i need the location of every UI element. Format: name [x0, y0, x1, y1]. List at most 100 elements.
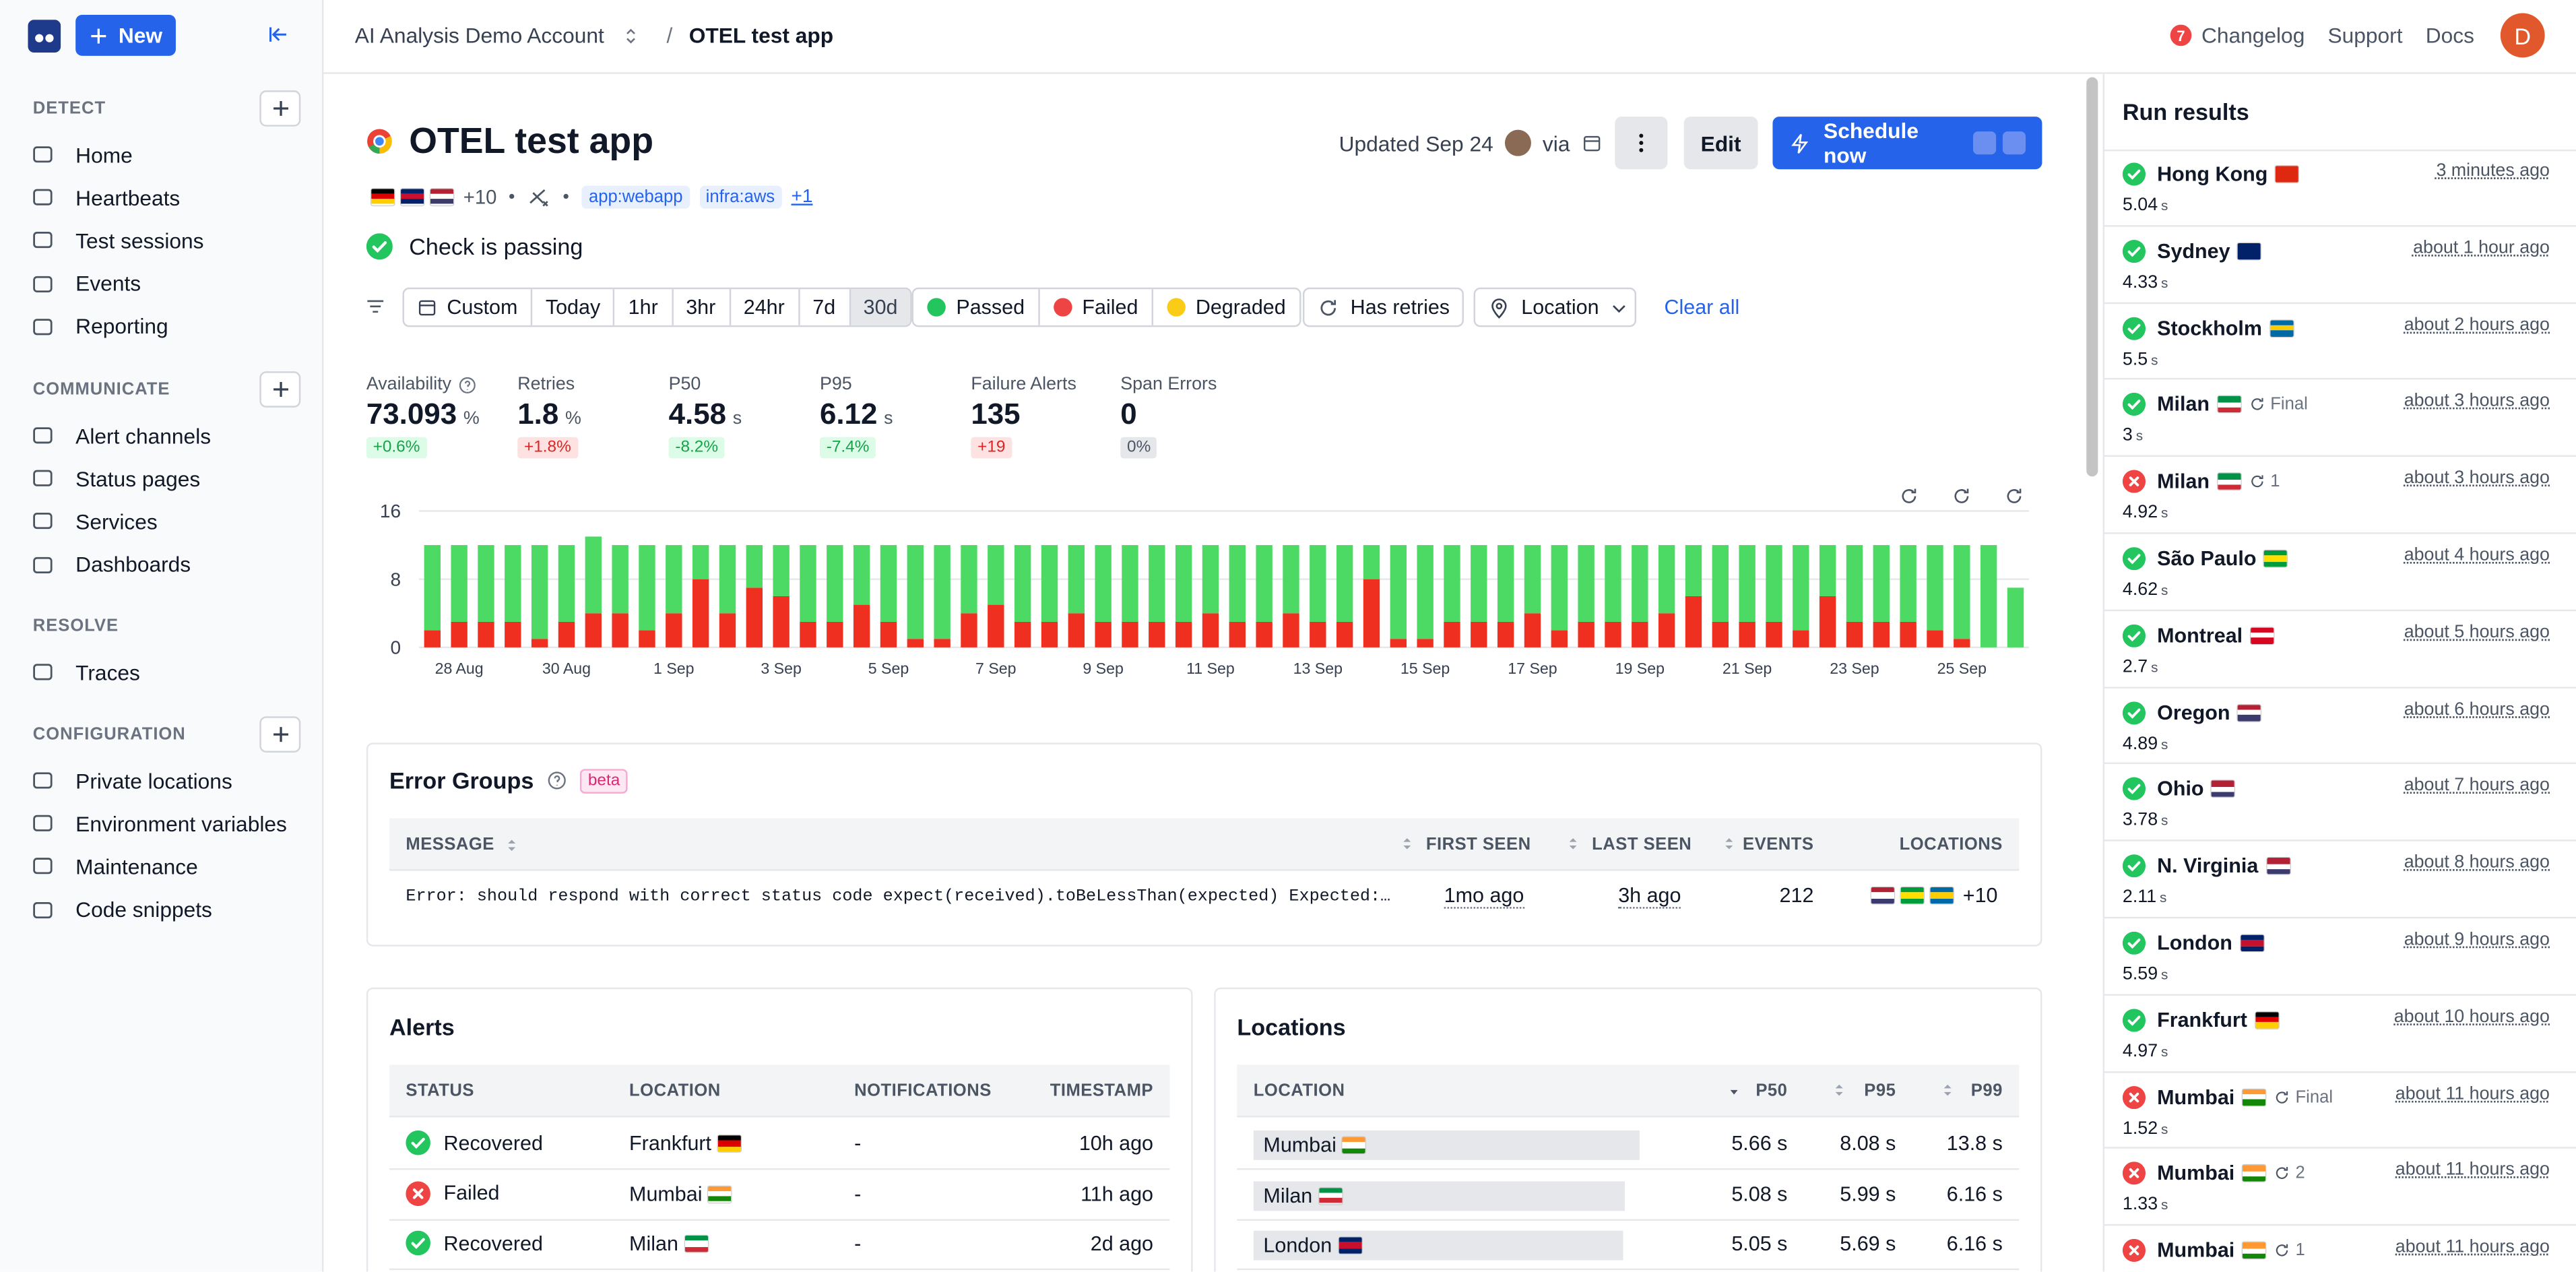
more-button[interactable] — [1615, 117, 1668, 170]
metric-label: P95 — [820, 375, 852, 394]
header-link[interactable]: Docs — [2425, 23, 2474, 48]
avatar[interactable]: D — [2500, 13, 2545, 58]
range-option[interactable]: 24hr — [728, 289, 798, 325]
run-duration-value: 4.33 — [2122, 272, 2158, 292]
nav-icon — [33, 556, 53, 573]
nav-item[interactable]: Services — [31, 509, 158, 535]
nav-item[interactable]: Environment variables — [31, 810, 287, 837]
range-option[interactable]: Today — [530, 289, 614, 325]
nav-item[interactable]: Code snippets — [31, 897, 212, 923]
bar-segment — [1041, 545, 1058, 622]
result-option[interactable]: Degraded — [1151, 289, 1299, 325]
run-result-head: N. Virginia — [2122, 854, 2290, 878]
schedule-label: Schedule now — [1824, 118, 1919, 168]
range-option[interactable]: 7d — [798, 289, 848, 325]
metric-label: Span Errors — [1120, 375, 1217, 394]
tags-more[interactable]: +1 — [791, 186, 813, 207]
refresh-icon — [2276, 1244, 2288, 1257]
flag-stripe — [1871, 887, 1894, 893]
run-result[interactable]: Montreal about 5 hours ago 2.7 s — [2102, 611, 2576, 688]
tag[interactable]: infra:aws — [699, 185, 781, 208]
flag-stripe — [709, 1185, 732, 1191]
flag-stripe — [1871, 898, 1894, 904]
run-result[interactable]: London about 9 hours ago 5.59 s — [2102, 918, 2576, 996]
bar-segment — [1954, 639, 1970, 647]
table-header-label: LAST SEEN — [1592, 834, 1692, 855]
help-icon-part — [464, 379, 470, 389]
run-result-head: Mumbai 2 — [2122, 1162, 2305, 1186]
range-option[interactable]: 30d — [848, 289, 911, 325]
metric-label-text: Availability — [366, 375, 452, 395]
run-duration: 5.04 s — [2123, 195, 2168, 215]
nav-item[interactable]: Private locations — [31, 767, 232, 794]
nav-item[interactable]: Dashboards — [31, 551, 191, 577]
clear-all[interactable]: Clear all — [1664, 295, 1740, 319]
nav-item[interactable]: Reporting — [31, 313, 168, 340]
nav-icon-part — [33, 901, 53, 918]
result-option[interactable]: Passed — [913, 289, 1038, 325]
plus-icon — [272, 727, 288, 742]
new-button[interactable]: New — [75, 14, 176, 56]
range-option[interactable]: 3hr — [671, 289, 729, 325]
run-result[interactable]: Mumbai 2 about 11 hours ago 1.33 s — [2102, 1149, 2576, 1226]
run-result[interactable]: Mumbai Final about 11 hours ago 1.52 s — [2102, 1073, 2576, 1149]
bar-segment — [1793, 630, 1809, 647]
bar-segment — [988, 545, 1004, 605]
run-result[interactable]: Ohio about 7 hours ago 3.78 s — [2102, 765, 2576, 842]
range-option[interactable]: 1hr — [613, 289, 672, 325]
run-result[interactable]: N. Virginia about 8 hours ago 2.11 s — [2102, 841, 2576, 919]
range-option[interactable]: Custom — [404, 289, 531, 325]
card-title-row: Error Groups beta — [389, 767, 629, 794]
edit-button[interactable]: Edit — [1683, 117, 1758, 170]
error-message[interactable]: Error: should respond with correct statu… — [406, 887, 1391, 908]
nav-item[interactable]: Maintenance — [31, 854, 198, 880]
changelog[interactable]: 7 Changelog — [2170, 23, 2305, 48]
table-header-cell: LAST SEEN — [1592, 835, 1692, 854]
run-result[interactable]: Stockholm about 2 hours ago 5.5 s — [2102, 303, 2576, 381]
run-result[interactable]: Milan 1 about 3 hours ago 4.92 s — [2102, 457, 2576, 534]
nav-item[interactable]: Traces — [31, 659, 140, 685]
add-button[interactable] — [259, 90, 301, 127]
location-bar: Milan — [1253, 1180, 1625, 1211]
x-tick-label: 1 Sep — [653, 660, 695, 677]
retries-filter[interactable]: Has retries — [1302, 287, 1465, 327]
flag-stripe — [717, 1141, 741, 1147]
result-option[interactable]: Failed — [1037, 289, 1151, 325]
metric-delta: -7.4% — [819, 437, 876, 459]
header-link: Changelog — [2201, 23, 2305, 48]
run-result[interactable]: São Paulo about 4 hours ago 4.62 s — [2102, 534, 2576, 611]
plus-icon — [91, 28, 106, 43]
location-filter[interactable]: Location — [1473, 287, 1637, 327]
header-link[interactable]: Support — [2327, 23, 2403, 48]
run-location: Hong Kong — [2157, 162, 2268, 186]
nav-item[interactable]: Alert channels — [31, 422, 211, 449]
account-name[interactable]: AI Analysis Demo Account — [354, 23, 604, 48]
alert-location: Milan — [629, 1232, 708, 1255]
nav-item[interactable]: Heartbeats — [31, 185, 180, 211]
sort-icon — [1835, 1084, 1843, 1096]
run-result[interactable]: Milan Final about 3 hours ago 3 s — [2102, 380, 2576, 457]
nav-item[interactable]: Home — [31, 141, 133, 168]
run-time: about 11 hours ago — [2395, 1237, 2550, 1258]
status-fail-part — [2129, 1168, 2139, 1179]
filter-icon-part — [367, 300, 384, 313]
nav-item[interactable]: Status pages — [31, 466, 200, 492]
dot — [564, 193, 569, 199]
tag[interactable]: app:webapp — [582, 185, 690, 208]
run-result[interactable]: Frankfurt about 10 hours ago 4.97 s — [2102, 995, 2576, 1073]
nav-item[interactable]: Events — [31, 270, 141, 296]
run-result[interactable]: Oregon about 6 hours ago 4.89 s — [2102, 688, 2576, 765]
flag — [2243, 1088, 2266, 1106]
run-duration-value: 5.59 — [2122, 964, 2158, 984]
add-button[interactable] — [259, 371, 301, 408]
run-result[interactable]: Hong Kong 3 minutes ago 5.04 s — [2102, 150, 2576, 227]
metric-label-text: Span Errors — [1120, 375, 1217, 395]
nav-item[interactable]: Test sessions — [31, 228, 204, 254]
bar-segment — [1202, 613, 1219, 647]
add-button[interactable] — [259, 716, 301, 753]
run-result[interactable]: Sydney about 1 hour ago 4.33 s — [2102, 226, 2576, 304]
schedule-button[interactable]: Schedule now — [1772, 117, 2042, 170]
bar-segment — [1471, 621, 1487, 647]
bar-segment — [1068, 613, 1085, 647]
